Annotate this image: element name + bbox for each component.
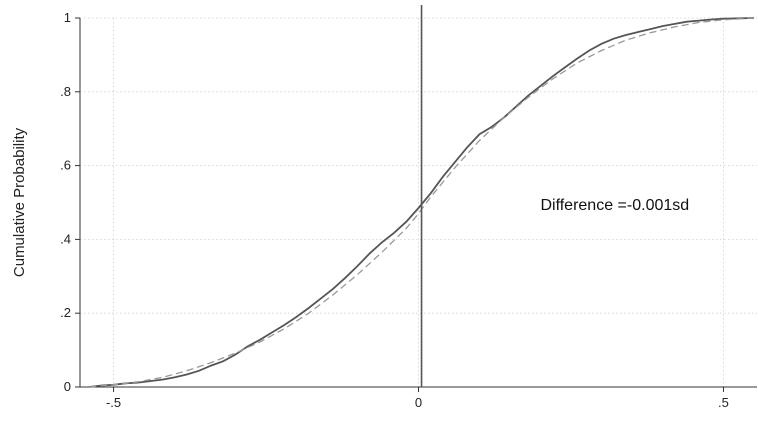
y-tick-label: .6	[60, 158, 71, 173]
y-tick-label: .2	[60, 305, 71, 320]
reference-cdf-line	[89, 17, 755, 388]
difference-annotation: Difference =-0.001sd	[540, 197, 689, 214]
tick-marks-and-labels: 0 .2 .4 .6 .8 1 -.5 0 .5	[60, 10, 729, 410]
y-tick-label: 0	[64, 379, 71, 394]
y-tick-label: .8	[60, 84, 71, 99]
x-tick-label: 0	[415, 395, 422, 410]
y-axis-title: Cumulative Probability	[11, 127, 28, 277]
grid-lines	[80, 17, 757, 387]
y-tick-label: 1	[64, 10, 71, 25]
empirical-cdf-line	[88, 17, 755, 388]
y-tick-label: .4	[60, 231, 71, 246]
x-tick-label: .5	[718, 395, 729, 410]
x-tick-label: -.5	[106, 395, 121, 410]
series-lines	[88, 17, 755, 388]
